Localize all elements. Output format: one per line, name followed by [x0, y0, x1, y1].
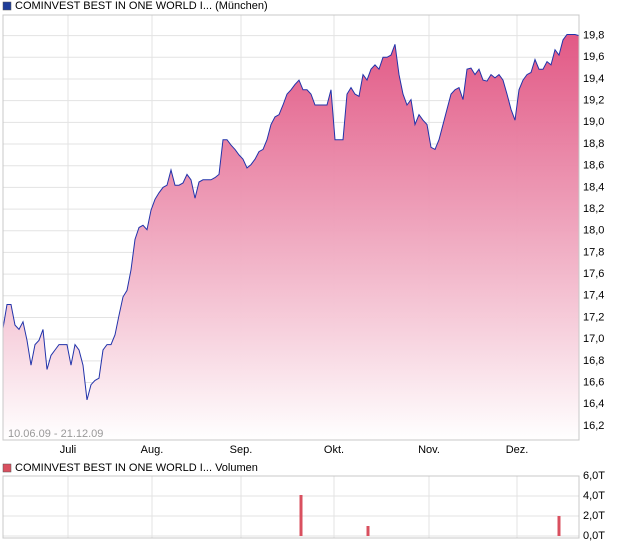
y-tick-label: 17,6: [583, 268, 604, 280]
y-tick-label: 19,6: [583, 51, 604, 63]
volume-bar: [557, 516, 561, 536]
legend-swatch: [2, 463, 12, 473]
volume-bar: [366, 526, 370, 536]
y-tick-label: 17,2: [583, 311, 604, 323]
y-tick-label: 18,2: [583, 203, 604, 215]
x-tick-label: Nov.: [418, 444, 440, 456]
y-tick-label: 16,8: [583, 355, 604, 367]
date-range: 10.06.09 - 21.12.09: [8, 428, 103, 440]
y-tick-label: 17,8: [583, 246, 604, 258]
y-tick-label: 19,2: [583, 95, 604, 107]
legend-label: COMINVEST BEST IN ONE WORLD I... Volumen: [15, 462, 258, 474]
y-tick-label: 18,8: [583, 138, 604, 150]
y-tick-label: 4,0T: [583, 490, 605, 502]
x-tick-label: Aug.: [141, 444, 164, 456]
plot-frame: [2, 475, 580, 539]
y-tick-label: 18,0: [583, 225, 604, 237]
y-tick-label: 19,8: [583, 30, 604, 42]
x-tick-label: Dez.: [506, 444, 529, 456]
y-tick-label: 16,6: [583, 376, 604, 388]
legend-label: COMINVEST BEST IN ONE WORLD I... (Münche…: [15, 0, 268, 12]
y-tick-label: 18,6: [583, 160, 604, 172]
y-tick-label: 19,4: [583, 73, 604, 85]
legend-swatch: [2, 1, 12, 11]
volume-bar: [299, 495, 303, 536]
y-tick-label: 16,4: [583, 398, 604, 410]
area: [3, 34, 579, 440]
x-tick-label: Sep.: [230, 444, 253, 456]
y-tick-label: 18,4: [583, 181, 604, 193]
y-tick-label: 6,0T: [583, 470, 605, 482]
y-tick-label: 17,4: [583, 290, 604, 302]
y-tick-label: 19,0: [583, 116, 604, 128]
y-tick-label: 0,0T: [583, 530, 605, 542]
y-tick-label: 17,0: [583, 333, 604, 345]
y-tick-label: 2,0T: [583, 510, 605, 522]
x-tick-label: Okt.: [324, 444, 344, 456]
plot-frame: [2, 14, 580, 441]
x-tick-label: Juli: [60, 444, 77, 456]
line: [2, 34, 580, 401]
y-tick-label: 16,2: [583, 420, 604, 432]
